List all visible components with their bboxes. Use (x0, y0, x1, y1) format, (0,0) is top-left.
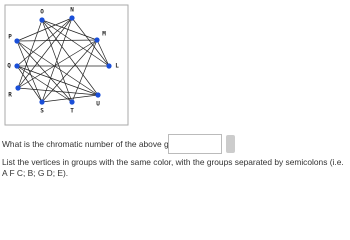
vertex-label: R (8, 92, 12, 99)
graph-vertices (14, 15, 112, 105)
vertex (69, 15, 75, 21)
vertex (39, 99, 45, 105)
vertex (14, 63, 20, 69)
vertex-label: T (70, 108, 74, 115)
vertex-label: U (96, 101, 100, 108)
graph-edges (16, 17, 110, 103)
vertex (15, 85, 21, 91)
answer-button[interactable] (226, 135, 235, 153)
vertex (95, 92, 101, 98)
vertex (69, 99, 75, 105)
vertex-label: L (115, 63, 119, 70)
vertex (39, 17, 45, 23)
page: {"graph": {"nodes": [{"label": "O"}, {"l… (2, 4, 344, 178)
vertex (106, 63, 112, 69)
question-text: List the vertices in groups with the sam… (2, 157, 344, 178)
vertex (94, 37, 100, 43)
vertex-label: S (40, 108, 44, 115)
graph-diagram: O N M L U T S R Q P (4, 4, 129, 126)
answer-input[interactable] (168, 134, 222, 154)
question-text: What is the chromatic number of the abov… (2, 139, 191, 149)
vertex-label: N (70, 7, 74, 14)
vertex-label: O (40, 9, 44, 16)
vertex-label: Q (7, 63, 11, 70)
vertex (14, 38, 20, 44)
vertex-label: P (8, 34, 12, 41)
vertex-label: M (102, 31, 106, 38)
